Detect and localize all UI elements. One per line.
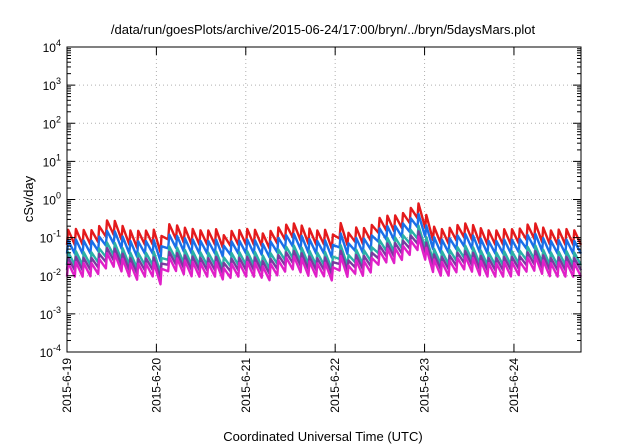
x-tick-label: 2015-6-19 [60,358,74,413]
y-tick-label: 10-1 [40,229,61,246]
grid [67,47,581,352]
series-group [65,202,583,286]
x-tick-label: 2015-6-21 [239,358,253,413]
y-tick-label: 104 [43,38,61,55]
y-tick-label: 101 [43,152,61,169]
y-tick-label: 103 [43,76,61,93]
x-tick-label: 2015-6-23 [418,358,432,413]
series-line-5 [65,235,583,286]
x-tick-labels: 2015-6-19 2015-6-20 2015-6-21 2015-6-22 2015… [60,358,521,413]
y-tick-labels: 10-4 10-3 10-2 10-1 100 101 102 103 104 [40,38,61,360]
x-tick-label: 2015-6-24 [507,358,521,413]
y-tick-label: 102 [43,114,61,131]
chart-title: /data/run/goesPlots/archive/2015-06-24/1… [111,22,536,37]
y-axis-label: cSv/day [21,175,36,222]
y-tick-label: 10-3 [40,305,61,322]
x-tick-label: 2015-6-22 [328,358,342,413]
y-tick-label: 10-4 [40,343,61,360]
x-tick-label: 2015-6-20 [149,358,163,413]
y-tick-label: 100 [43,191,61,208]
ticks [66,46,581,353]
y-tick-label: 10-2 [40,267,61,284]
x-axis-label: Coordinated Universal Time (UTC) [223,429,422,444]
